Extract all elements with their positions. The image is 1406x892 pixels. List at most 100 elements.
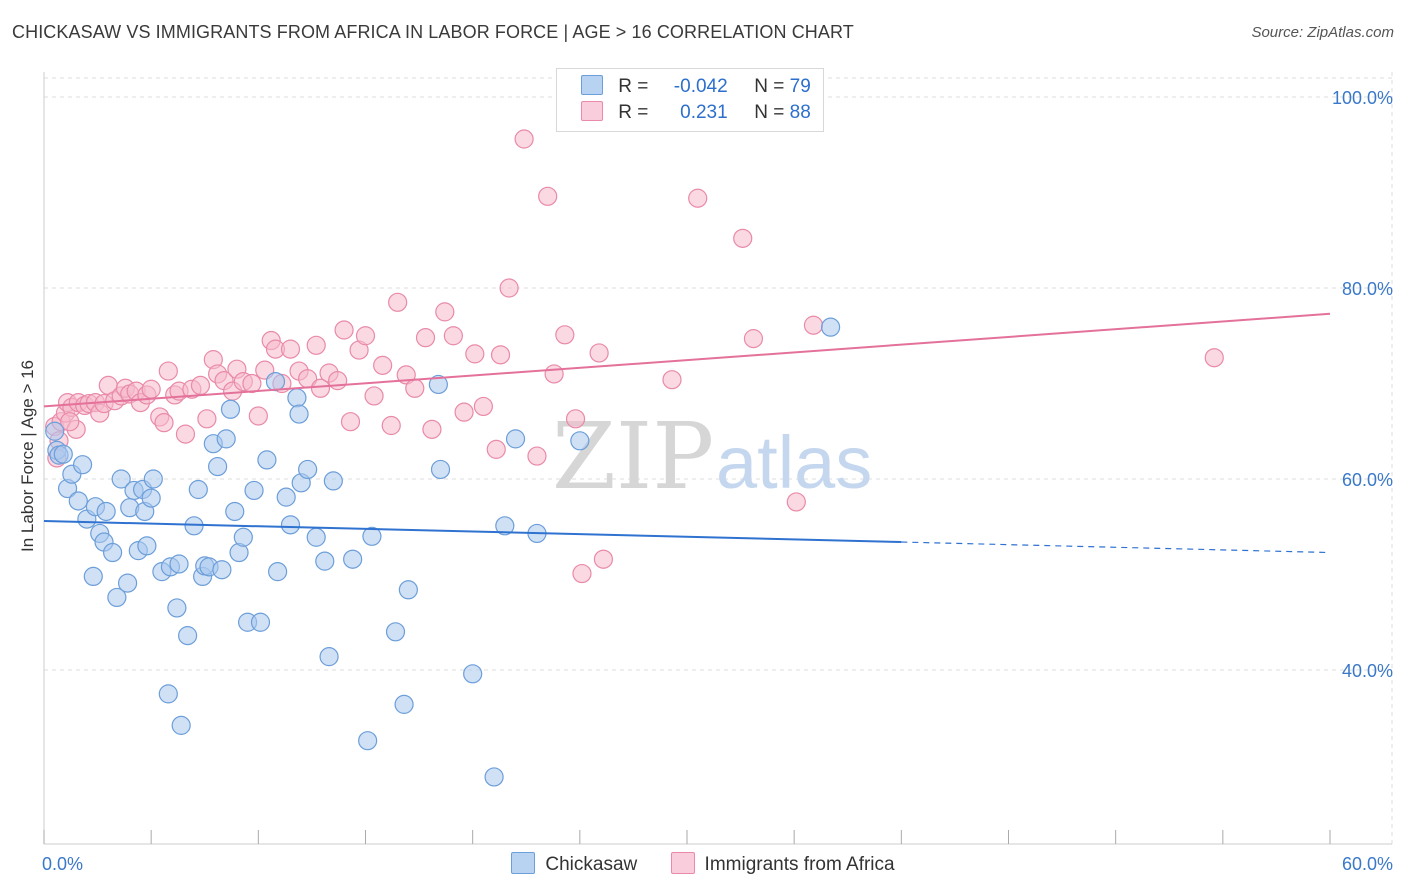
chickasaw-point xyxy=(280,515,301,535)
africa-point xyxy=(473,396,493,417)
africa-point xyxy=(158,361,178,381)
africa-point xyxy=(565,409,586,429)
africa-point xyxy=(527,446,547,466)
y-tick-label: 80.0% xyxy=(1342,279,1393,299)
chickasaw-point xyxy=(45,421,65,441)
africa-point xyxy=(381,415,401,436)
africa-point xyxy=(248,406,268,426)
chickasaw-point xyxy=(250,612,271,632)
chickasaw-point xyxy=(143,469,163,489)
africa-point xyxy=(486,439,506,459)
chickasaw-point xyxy=(276,487,296,507)
series-chickasaw-points xyxy=(45,317,841,787)
africa-point xyxy=(572,563,592,584)
africa-point xyxy=(340,412,361,432)
series-legend: Chickasaw Immigrants from Africa xyxy=(0,852,1406,876)
legend-swatch-blue xyxy=(581,75,603,95)
chickasaw-point xyxy=(178,626,198,646)
chickasaw-point xyxy=(385,622,406,642)
africa-trend-line xyxy=(43,312,1331,408)
legend-item-chickasaw[interactable]: Chickasaw xyxy=(511,852,637,876)
africa-point xyxy=(544,364,564,384)
chickasaw-point xyxy=(233,527,253,547)
chickasaw-point xyxy=(394,694,414,714)
africa-label: Immigrants from Africa xyxy=(704,854,895,875)
africa-point xyxy=(175,424,196,444)
africa-point xyxy=(405,378,425,398)
chickasaw-point xyxy=(220,399,241,419)
chickasaw-point xyxy=(244,480,264,501)
africa-point xyxy=(197,409,217,429)
legend-row-africa: R = 0.231 N = 88 xyxy=(581,101,811,125)
chickasaw-point xyxy=(821,317,841,337)
grid-lines xyxy=(44,72,1393,844)
legend-n-label: N = xyxy=(754,102,785,123)
watermark: ZIP atlas xyxy=(552,403,872,510)
chickasaw-point xyxy=(72,455,93,475)
legend-r-value: 0.231 xyxy=(674,102,728,123)
chickasaw-point xyxy=(171,715,191,735)
watermark-atlas: atlas xyxy=(716,421,872,504)
chickasaw-point xyxy=(208,456,228,477)
africa-point xyxy=(803,315,824,335)
africa-point xyxy=(555,325,575,345)
chickasaw-point xyxy=(428,374,448,395)
africa-point xyxy=(435,302,455,322)
chickasaw-point xyxy=(298,459,318,480)
chickasaw-point xyxy=(287,388,307,408)
africa-point xyxy=(328,371,348,391)
y-tick-label: 60.0% xyxy=(1342,470,1393,490)
legend-n-value: 88 xyxy=(789,102,811,123)
chickasaw-point xyxy=(167,598,187,618)
chickasaw-point xyxy=(188,479,208,500)
chickasaw-point xyxy=(169,554,189,574)
chickasaw-trend-line xyxy=(43,520,902,544)
africa-point xyxy=(242,373,262,394)
africa-point xyxy=(422,419,442,439)
chickasaw-point xyxy=(319,647,339,667)
chickasaw-point xyxy=(358,731,378,751)
africa-point xyxy=(310,378,331,398)
chickasaw-swatch xyxy=(511,852,536,874)
chickasaw-point xyxy=(137,536,157,556)
source-label: Source: ZipAtlas.com xyxy=(1251,24,1394,41)
y-tick-label: 100.0% xyxy=(1332,88,1393,108)
africa-point xyxy=(589,343,609,363)
chickasaw-point xyxy=(398,580,418,600)
chickasaw-point xyxy=(225,501,245,522)
africa-point xyxy=(154,413,174,433)
chickasaw-point xyxy=(111,469,131,489)
trend-lines xyxy=(43,312,1331,554)
africa-point xyxy=(415,328,436,348)
africa-point xyxy=(334,320,354,340)
chickasaw-point xyxy=(505,429,526,449)
africa-swatch xyxy=(670,852,695,874)
chickasaw-point xyxy=(158,684,178,704)
africa-point xyxy=(141,379,161,399)
chickasaw-point xyxy=(257,450,277,470)
x-tick-label: 0.0% xyxy=(42,854,83,874)
chart-title: CHICKASAW VS IMMIGRANTS FROM AFRICA IN L… xyxy=(12,22,854,42)
legend-swatch-pink xyxy=(581,101,603,121)
chickasaw-point xyxy=(306,527,326,547)
africa-point xyxy=(388,292,408,312)
chickasaw-point xyxy=(141,488,161,508)
chickasaw-point xyxy=(53,444,73,464)
africa-point xyxy=(443,326,463,346)
africa-point xyxy=(514,129,534,149)
africa-point xyxy=(373,355,393,375)
africa-point xyxy=(688,188,708,208)
chickasaw-point xyxy=(570,431,590,451)
legend-r-value: -0.042 xyxy=(673,76,728,97)
legend-item-africa[interactable]: Immigrants from Africa xyxy=(670,852,895,876)
africa-point xyxy=(593,549,614,569)
chickasaw-point xyxy=(495,516,515,536)
africa-point xyxy=(538,186,558,206)
series-africa-points xyxy=(45,129,1224,584)
legend-r-label: R = xyxy=(618,76,649,97)
africa-point xyxy=(280,339,301,359)
chickasaw-point xyxy=(430,459,451,480)
africa-point xyxy=(465,344,485,364)
chickasaw-point xyxy=(216,429,236,449)
